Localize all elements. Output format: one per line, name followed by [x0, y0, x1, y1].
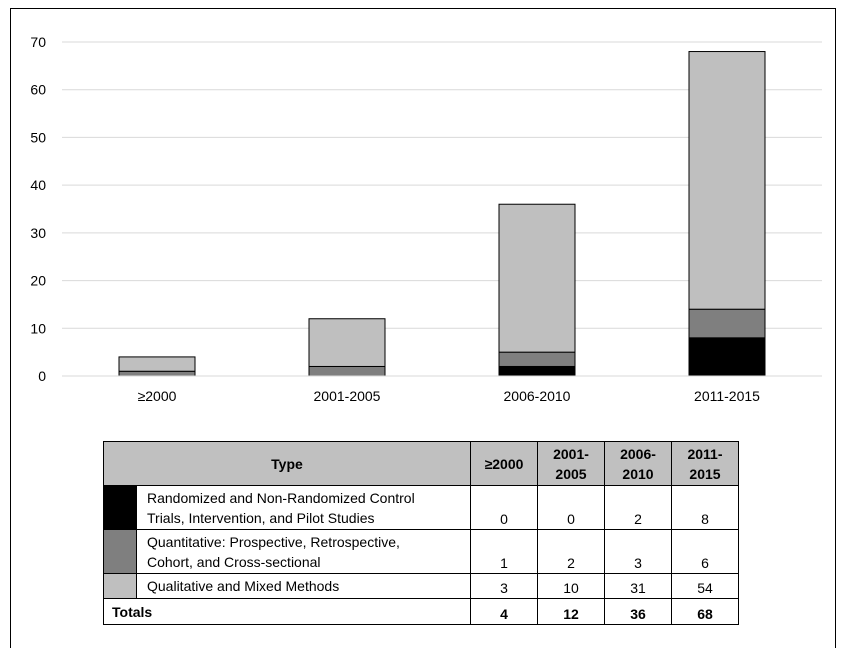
bar-segment: [498, 203, 576, 353]
y-tick-label: 60: [30, 82, 46, 98]
bar-segment: [308, 318, 386, 367]
row-label-line: Cohort, and Cross-sectional: [147, 553, 321, 570]
bar-segment: [308, 365, 386, 377]
x-tick-label: 2006-2010: [504, 388, 571, 404]
y-tick-label: 10: [30, 320, 46, 336]
table-cell: 0: [537, 485, 605, 530]
header-type: Type: [103, 441, 471, 486]
y-tick-label: 0: [38, 368, 46, 384]
table-cell: 0: [470, 485, 538, 530]
table-cell: 31: [604, 573, 672, 599]
table-row: Qualitative and Mixed Methods 3 10 31 54: [103, 573, 739, 599]
row-label: Qualitative and Mixed Methods: [136, 573, 471, 599]
bar-segment: [498, 365, 576, 377]
x-tick-label: ≥2000: [138, 388, 177, 404]
table-cell: 3: [604, 529, 672, 574]
bar-segment: [688, 51, 766, 310]
y-axis-ticks: 0 10 20 30 40 50 60 70: [30, 34, 46, 384]
totals-cell: 36: [604, 598, 672, 625]
stacked-bar-chart: 0 10 20 30 40 50 60 70 ≥2000 2001-2005 2006-2010 2…: [30, 34, 822, 404]
data-table: Type ≥2000 2001- 2005 2006- 2010 2011- 2…: [103, 441, 739, 625]
header-col-2: 2001- 2005: [537, 441, 605, 486]
legend-swatch-dark-gray: [103, 529, 137, 574]
table-cell: 8: [671, 485, 739, 530]
bar-segment: [118, 356, 196, 372]
x-tick-label: 2011-2015: [694, 388, 760, 404]
legend-swatch-light-gray: [103, 573, 137, 599]
row-label: Randomized and Non-Randomized Control Tr…: [136, 485, 471, 530]
totals-cell: 12: [537, 598, 605, 625]
bar-segment: [688, 337, 766, 377]
table-cell: 54: [671, 573, 739, 599]
y-tick-label: 20: [30, 273, 46, 289]
totals-row: Totals 4 12 36 68: [103, 598, 739, 625]
row-label-line: Trials, Intervention, and Pilot Studies: [147, 509, 375, 526]
table-header-row: Type ≥2000 2001- 2005 2006- 2010 2011- 2…: [103, 441, 739, 486]
bar-segment: [118, 370, 196, 377]
totals-label: Totals: [103, 598, 471, 625]
x-axis-ticks: ≥2000 2001-2005 2006-2010 2011-2015: [138, 388, 761, 404]
row-label-line: Randomized and Non-Randomized Control: [147, 489, 415, 506]
table-cell: 2: [604, 485, 672, 530]
table-row: Quantitative: Prospective, Retrospective…: [103, 529, 739, 574]
bars: [118, 51, 766, 377]
table-cell: 10: [537, 573, 605, 599]
y-tick-label: 50: [30, 129, 46, 145]
header-col-1: ≥2000: [470, 441, 538, 486]
table-row: Randomized and Non-Randomized Control Tr…: [103, 485, 739, 530]
table-cell: 6: [671, 529, 739, 574]
header-col-4: 2011- 2015: [671, 441, 739, 486]
legend-swatch-black: [103, 485, 137, 530]
row-label-line: Quantitative: Prospective, Retrospective…: [147, 533, 400, 550]
row-label: Quantitative: Prospective, Retrospective…: [136, 529, 471, 574]
y-tick-label: 70: [30, 34, 46, 50]
totals-cell: 68: [671, 598, 739, 625]
header-col-3: 2006- 2010: [604, 441, 672, 486]
table-cell: 1: [470, 529, 538, 574]
totals-cell: 4: [470, 598, 538, 625]
bar-segment: [688, 308, 766, 339]
y-tick-label: 40: [30, 177, 46, 193]
figure-frame: [10, 8, 836, 648]
table-cell: 2: [537, 529, 605, 574]
x-tick-label: 2001-2005: [314, 388, 381, 404]
gridlines: [62, 41, 822, 329]
y-tick-label: 30: [30, 225, 46, 241]
bar-segment: [498, 351, 576, 367]
table-cell: 3: [470, 573, 538, 599]
